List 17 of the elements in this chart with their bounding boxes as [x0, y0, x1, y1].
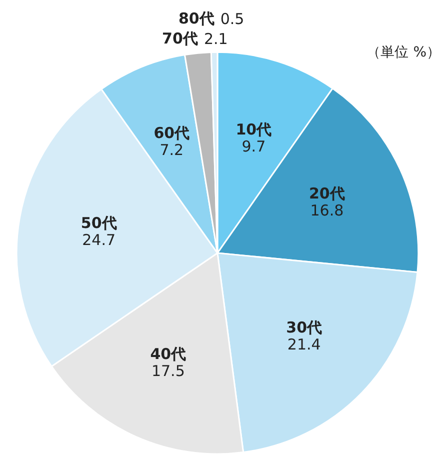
slice-label: 50代 — [80, 214, 117, 232]
data-label: 24.7 — [82, 230, 116, 249]
text: （単位 %） — [366, 44, 441, 61]
slice-label: 10代 — [236, 120, 272, 138]
slice-label: 60代 — [154, 124, 190, 142]
data-label: 21.4 — [287, 336, 321, 354]
slice-label: 20代 — [308, 184, 345, 203]
data-label: 9.7 — [242, 137, 266, 156]
data-label: 16.8 — [310, 202, 344, 220]
slice-label: 30代 — [286, 318, 322, 337]
data-label: 0.5 — [220, 10, 244, 28]
data-label: 2.1 — [204, 30, 228, 48]
slice-label: 40代 — [150, 344, 186, 363]
slice-label: 70代 — [162, 30, 198, 48]
data-label: 17.5 — [151, 362, 185, 380]
slice-label: 80代 — [178, 10, 214, 28]
data-label: 7.2 — [160, 140, 184, 159]
